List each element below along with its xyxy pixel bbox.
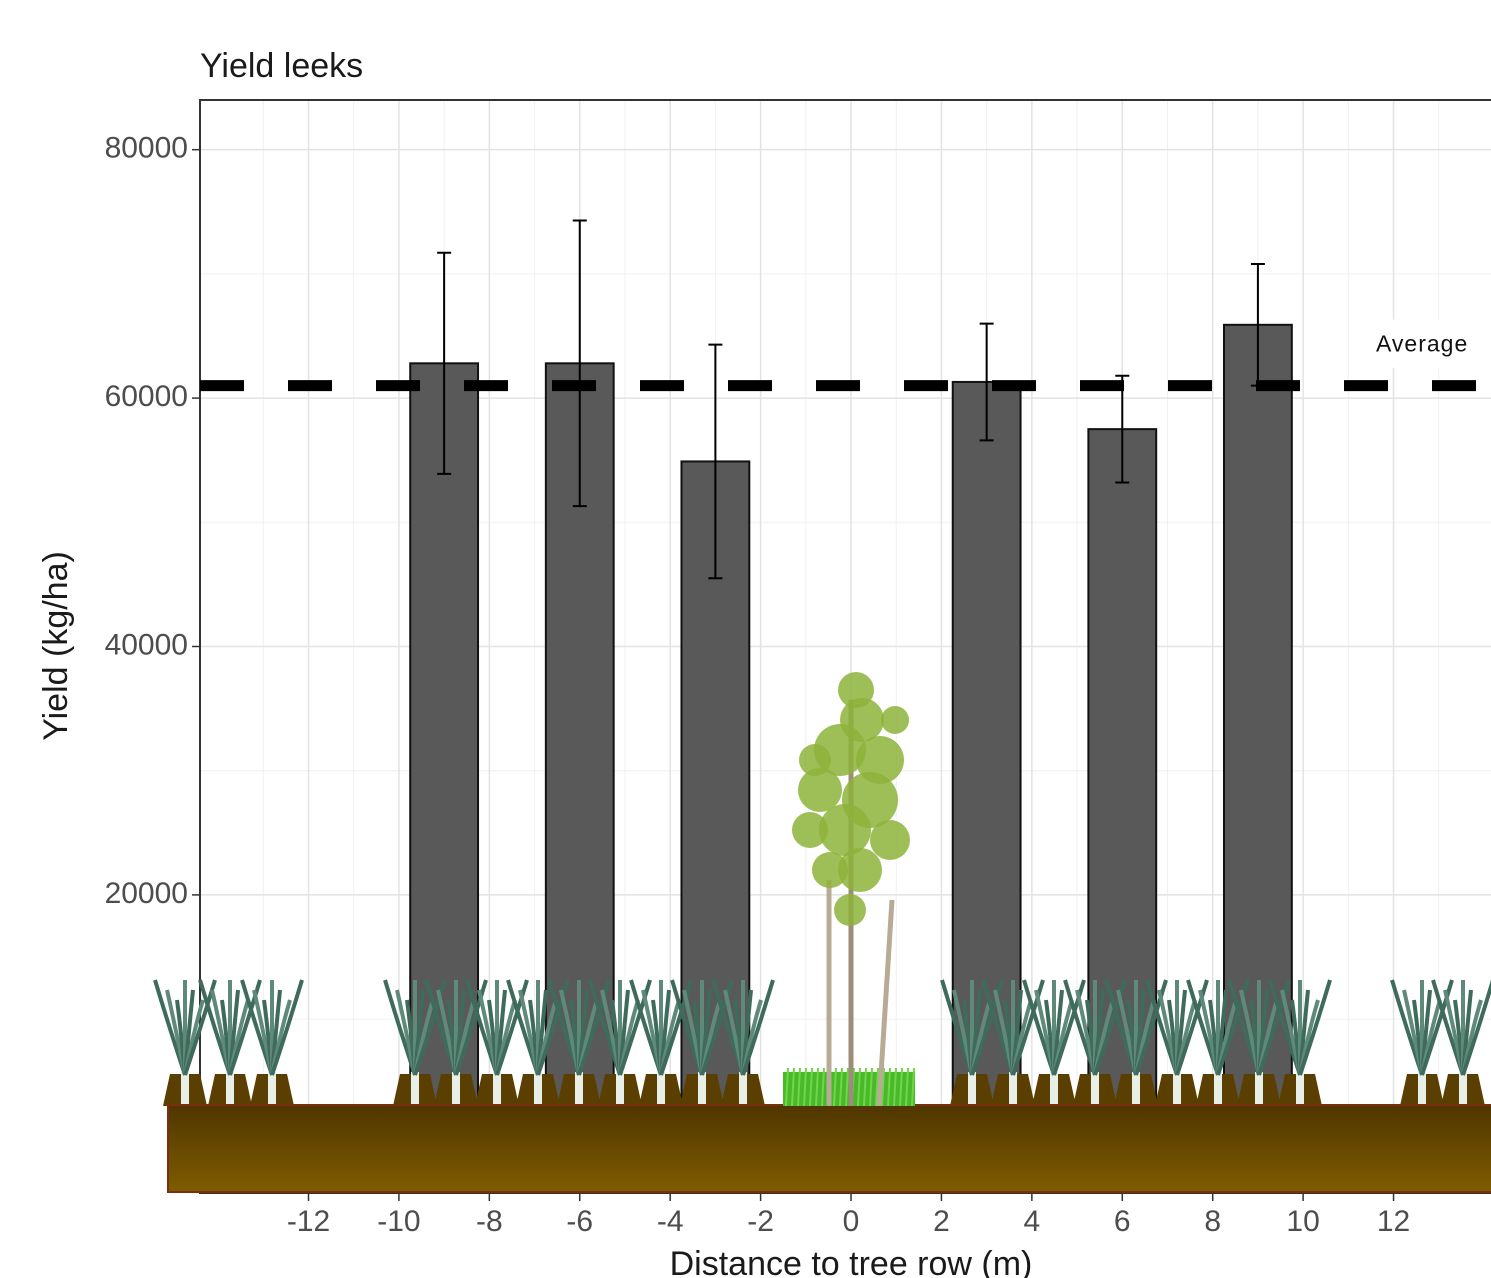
x-axis-title: Distance to tree row (m) (670, 1245, 1033, 1278)
average-label: Average (1376, 331, 1468, 357)
leek-stem (268, 1072, 276, 1108)
leek-stem (1255, 1072, 1263, 1108)
leek-stem (452, 1072, 460, 1108)
x-tick-label: 8 (1204, 1205, 1221, 1238)
leek-stem (1091, 1072, 1099, 1108)
y-tick-label: 60000 (105, 380, 188, 413)
x-tick-label: -4 (657, 1205, 684, 1238)
leek-stem (181, 1072, 189, 1108)
x-tick-label: -6 (566, 1205, 593, 1238)
tree-foliage (792, 812, 828, 848)
leek-stem (1418, 1072, 1426, 1108)
leek-stem (1459, 1072, 1467, 1108)
y-tick-label: 40000 (105, 628, 188, 661)
tree-foliage (870, 820, 910, 860)
y-tick-label: 20000 (105, 877, 188, 910)
leek-stem (1214, 1072, 1222, 1108)
leek-stem (657, 1072, 665, 1108)
leek-stem (226, 1072, 234, 1108)
leek-stem (1050, 1072, 1058, 1108)
tree-foliage (834, 894, 866, 926)
chart: 0 20000 40000 60000 80000 Average -12 -10 -8 -6… (0, 0, 1491, 1278)
page: 0 20000 40000 60000 80000 Average -12 -10 -8 -6… (0, 0, 1491, 1278)
x-tick-label: -10 (377, 1205, 420, 1238)
soil (168, 1105, 1491, 1192)
tree-foliage (881, 706, 909, 734)
x-tick-label: 12 (1377, 1205, 1410, 1238)
chart-title: Yield leeks (200, 47, 363, 85)
leek-stem (968, 1072, 976, 1108)
leek-stem (1173, 1072, 1181, 1108)
x-tick-label: -12 (287, 1205, 330, 1238)
leek-stem (1132, 1072, 1140, 1108)
y-axis-title: Yield (kg/ha) (37, 551, 75, 741)
leek-stem (698, 1072, 706, 1108)
leek-stem (575, 1072, 583, 1108)
leek-stem (1009, 1072, 1017, 1108)
y-tick-label: 80000 (105, 132, 188, 165)
tree-foliage (812, 852, 848, 888)
x-tick-label: 10 (1286, 1205, 1319, 1238)
leek-stem (411, 1072, 419, 1108)
x-tick-label: -8 (476, 1205, 503, 1238)
x-tick-label: 0 (843, 1205, 860, 1238)
x-tick-label: 6 (1114, 1205, 1131, 1238)
leek-stem (493, 1072, 501, 1108)
x-tick-label: -2 (747, 1205, 774, 1238)
x-tick-label: 4 (1024, 1205, 1041, 1238)
x-tick-label: 2 (933, 1205, 950, 1238)
leek-stem (534, 1072, 542, 1108)
axes: -12 -10 -8 -6 -4 -2 0 2 4 6 8 10 12 (287, 1193, 1410, 1238)
leek-stem (616, 1072, 624, 1108)
leek-stem (1296, 1072, 1304, 1108)
leek-stem (739, 1072, 747, 1108)
tree-foliage (799, 744, 831, 776)
